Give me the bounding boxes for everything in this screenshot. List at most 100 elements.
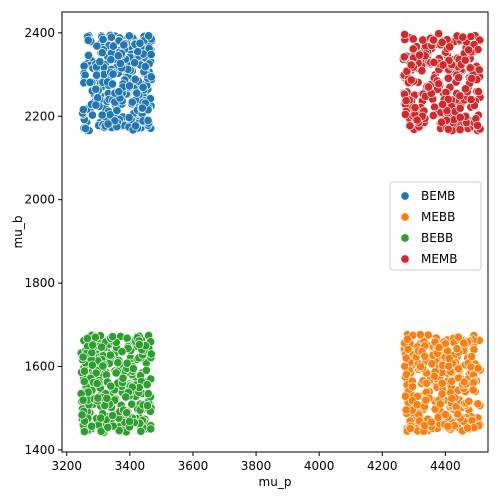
point-mebb [459, 338, 469, 348]
point-memb [438, 60, 448, 70]
point-bebb [127, 399, 137, 409]
point-bemb [112, 105, 122, 115]
legend-label-mebb: MEBB [421, 210, 455, 224]
point-bebb [113, 358, 123, 368]
legend: BEMB MEBB BEBB MEMB [389, 181, 482, 271]
point-memb [453, 73, 464, 83]
point-bebb [87, 348, 97, 358]
point-memb [428, 35, 439, 45]
point-memb [455, 103, 465, 113]
x-tick-label: 3600 [178, 459, 209, 473]
point-bebb [102, 393, 112, 403]
point-mebb [444, 361, 454, 371]
point-bemb [130, 58, 140, 68]
legend-label-memb: MEMB [421, 252, 458, 266]
point-bebb [98, 361, 108, 371]
point-bebb [79, 366, 90, 376]
point-bemb [78, 105, 88, 115]
point-bebb [88, 340, 98, 350]
point-memb [415, 50, 425, 60]
point-bebb [121, 392, 131, 402]
point-memb [428, 111, 438, 121]
point-bebb [87, 360, 97, 370]
point-bebb [87, 421, 97, 431]
point-bemb [146, 49, 156, 60]
point-memb [417, 66, 427, 76]
point-bebb [146, 349, 156, 359]
point-bebb [106, 381, 116, 391]
point-bebb [125, 416, 135, 427]
point-mebb [473, 399, 483, 409]
point-memb [402, 66, 412, 76]
point-memb [429, 57, 439, 67]
point-mebb [427, 359, 437, 369]
point-bebb [92, 379, 102, 389]
point-bemb [83, 35, 93, 45]
point-memb [406, 60, 416, 70]
y-tick-label: 2400 [24, 26, 55, 40]
point-mebb [463, 423, 473, 433]
point-memb [406, 75, 416, 85]
point-mebb [464, 396, 474, 406]
point-mebb [444, 353, 454, 364]
point-mebb [420, 351, 430, 361]
point-mebb [407, 382, 418, 392]
point-bemb [91, 100, 101, 110]
y-axis: 1400 1600 1800 2000 2200 2400 [24, 26, 62, 457]
point-bemb [143, 115, 153, 125]
point-bebb [141, 365, 151, 375]
point-memb [408, 44, 418, 54]
y-tick-label: 1600 [24, 360, 55, 374]
point-bemb [115, 58, 125, 69]
legend-marker-mebb [400, 212, 410, 222]
point-bebb [143, 389, 153, 399]
point-bebb [96, 426, 106, 436]
x-tick-label: 4200 [367, 459, 398, 473]
x-tick-label: 3800 [241, 459, 272, 473]
point-bebb [142, 380, 152, 390]
point-bemb [97, 48, 107, 58]
point-memb [466, 95, 476, 105]
point-memb [460, 84, 470, 94]
point-bebb [78, 395, 88, 405]
point-bebb [82, 333, 92, 344]
point-bemb [135, 38, 145, 48]
point-memb [423, 82, 434, 92]
point-bemb [132, 88, 142, 98]
x-axis: 3200 3400 3600 3800 4000 4200 4400 [51, 452, 461, 473]
point-memb [443, 124, 453, 134]
point-memb [474, 65, 484, 75]
legend-marker-memb [400, 254, 410, 264]
y-axis-title: mu_b [11, 216, 25, 249]
point-memb [400, 29, 410, 39]
point-mebb [401, 405, 411, 415]
legend-marker-bebb [400, 233, 410, 243]
point-mebb [437, 378, 447, 388]
point-bemb [127, 97, 137, 107]
point-memb [442, 106, 452, 116]
point-mebb [402, 334, 412, 344]
point-bemb [146, 72, 156, 82]
point-bemb [95, 57, 105, 67]
point-bebb [78, 352, 88, 362]
point-mebb [452, 344, 462, 354]
point-memb [412, 115, 422, 125]
legend-label-bemb: BEMB [421, 189, 455, 203]
point-bebb [108, 332, 118, 342]
point-bemb [130, 74, 140, 84]
point-bemb [106, 32, 116, 42]
point-bemb [83, 50, 94, 60]
point-bemb [98, 34, 108, 45]
point-mebb [405, 423, 415, 433]
y-tick-label: 2200 [24, 109, 55, 123]
point-mebb [468, 385, 478, 395]
point-mebb [434, 343, 444, 353]
point-mebb [443, 421, 453, 431]
point-mebb [421, 395, 431, 405]
point-bemb [85, 77, 95, 87]
x-tick-label: 4000 [304, 459, 335, 473]
point-bemb [133, 47, 143, 57]
point-bemb [138, 82, 148, 92]
point-mebb [443, 346, 453, 356]
